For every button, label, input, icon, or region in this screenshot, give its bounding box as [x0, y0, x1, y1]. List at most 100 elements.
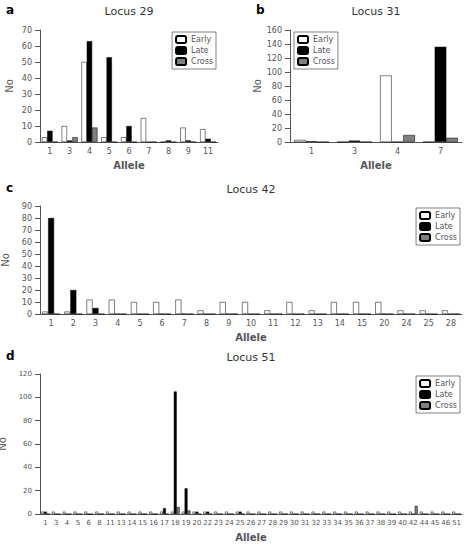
svg-text:36: 36 [355, 519, 364, 527]
svg-text:60: 60 [22, 42, 32, 51]
svg-text:Late: Late [435, 222, 452, 231]
svg-text:140: 140 [267, 40, 282, 49]
svg-text:b: b [256, 3, 265, 17]
svg-text:Cross: Cross [313, 57, 335, 66]
svg-text:80: 80 [23, 417, 32, 425]
svg-text:20: 20 [379, 319, 389, 328]
svg-text:1: 1 [309, 147, 314, 156]
svg-text:Allele: Allele [235, 532, 267, 543]
svg-text:35: 35 [344, 519, 353, 527]
svg-text:39: 39 [387, 519, 396, 527]
svg-text:7: 7 [182, 319, 187, 328]
svg-text:42: 42 [409, 519, 418, 527]
svg-text:12: 12 [290, 319, 300, 328]
svg-text:9: 9 [186, 147, 191, 156]
svg-text:Early: Early [191, 35, 211, 44]
svg-text:Late: Late [191, 46, 208, 55]
svg-text:5: 5 [76, 519, 80, 527]
svg-text:Late: Late [435, 390, 452, 399]
svg-text:120: 120 [267, 54, 282, 63]
svg-text:a: a [6, 3, 14, 17]
svg-text:80: 80 [272, 82, 282, 91]
svg-text:70: 70 [22, 26, 32, 35]
svg-text:10: 10 [22, 122, 32, 131]
svg-text:Cross: Cross [435, 233, 457, 242]
svg-text:Cross: Cross [435, 401, 457, 410]
svg-text:Locus 42: Locus 42 [227, 183, 276, 196]
svg-text:46: 46 [441, 519, 450, 527]
svg-text:28: 28 [446, 319, 456, 328]
svg-text:45: 45 [430, 519, 439, 527]
svg-text:19: 19 [182, 519, 191, 527]
svg-text:Locus 31: Locus 31 [352, 5, 401, 18]
svg-text:30: 30 [22, 90, 32, 99]
svg-text:No: No [0, 437, 8, 451]
svg-text:15: 15 [138, 519, 147, 527]
svg-text:18: 18 [171, 519, 180, 527]
svg-text:4: 4 [87, 147, 92, 156]
svg-text:27: 27 [257, 519, 266, 527]
svg-text:1: 1 [47, 147, 52, 156]
svg-text:Early: Early [313, 35, 333, 44]
svg-text:60: 60 [22, 238, 32, 247]
svg-text:Allele: Allele [360, 160, 392, 171]
svg-text:Late: Late [313, 46, 330, 55]
svg-text:11: 11 [203, 147, 213, 156]
svg-text:15: 15 [357, 319, 367, 328]
svg-text:0: 0 [27, 138, 32, 147]
svg-text:7: 7 [438, 147, 443, 156]
svg-text:100: 100 [267, 68, 282, 77]
svg-text:Early: Early [435, 379, 455, 388]
svg-text:10: 10 [246, 319, 256, 328]
svg-text:5: 5 [107, 147, 112, 156]
svg-text:20: 20 [192, 519, 201, 527]
svg-text:Early: Early [435, 211, 455, 220]
svg-text:13: 13 [313, 319, 323, 328]
svg-text:34: 34 [333, 519, 342, 527]
svg-text:29: 29 [279, 519, 288, 527]
svg-text:2: 2 [71, 319, 76, 328]
svg-text:10: 10 [22, 298, 32, 307]
svg-text:11: 11 [268, 319, 278, 328]
svg-text:3: 3 [93, 319, 98, 328]
svg-text:40: 40 [22, 74, 32, 83]
svg-text:20: 20 [272, 124, 282, 133]
svg-text:23: 23 [214, 519, 223, 527]
svg-text:3: 3 [54, 519, 58, 527]
svg-text:26: 26 [247, 519, 256, 527]
svg-text:14: 14 [335, 319, 345, 328]
svg-text:17: 17 [160, 519, 169, 527]
svg-text:9: 9 [226, 319, 231, 328]
svg-text:6: 6 [160, 319, 165, 328]
svg-text:20: 20 [22, 286, 32, 295]
svg-text:31: 31 [301, 519, 310, 527]
svg-text:11: 11 [106, 519, 115, 527]
svg-text:25: 25 [236, 519, 245, 527]
svg-text:4: 4 [395, 147, 400, 156]
svg-text:38: 38 [376, 519, 385, 527]
svg-text:30: 30 [22, 274, 32, 283]
svg-text:6: 6 [86, 519, 91, 527]
svg-text:3: 3 [352, 147, 357, 156]
svg-text:13: 13 [117, 519, 126, 527]
svg-text:Cross: Cross [191, 57, 213, 66]
svg-text:8: 8 [166, 147, 171, 156]
svg-text:Allele: Allele [113, 160, 145, 171]
svg-text:1: 1 [49, 319, 54, 328]
svg-text:44: 44 [420, 519, 429, 527]
svg-text:40: 40 [272, 110, 282, 119]
svg-text:22: 22 [203, 519, 212, 527]
svg-text:4: 4 [65, 519, 70, 527]
svg-text:37: 37 [366, 519, 375, 527]
svg-text:60: 60 [272, 96, 282, 105]
svg-text:24: 24 [401, 319, 411, 328]
svg-text:28: 28 [268, 519, 277, 527]
svg-text:16: 16 [149, 519, 158, 527]
svg-text:40: 40 [22, 262, 32, 271]
svg-text:20: 20 [23, 487, 32, 495]
svg-text:c: c [6, 181, 13, 195]
svg-text:No: No [0, 253, 11, 267]
svg-text:160: 160 [267, 26, 282, 35]
svg-text:50: 50 [22, 58, 32, 67]
svg-text:8: 8 [204, 319, 209, 328]
